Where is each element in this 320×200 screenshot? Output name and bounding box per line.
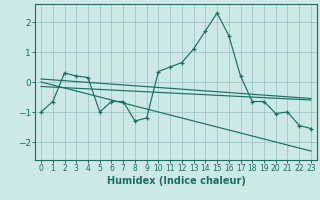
X-axis label: Humidex (Indice chaleur): Humidex (Indice chaleur) <box>107 176 245 186</box>
